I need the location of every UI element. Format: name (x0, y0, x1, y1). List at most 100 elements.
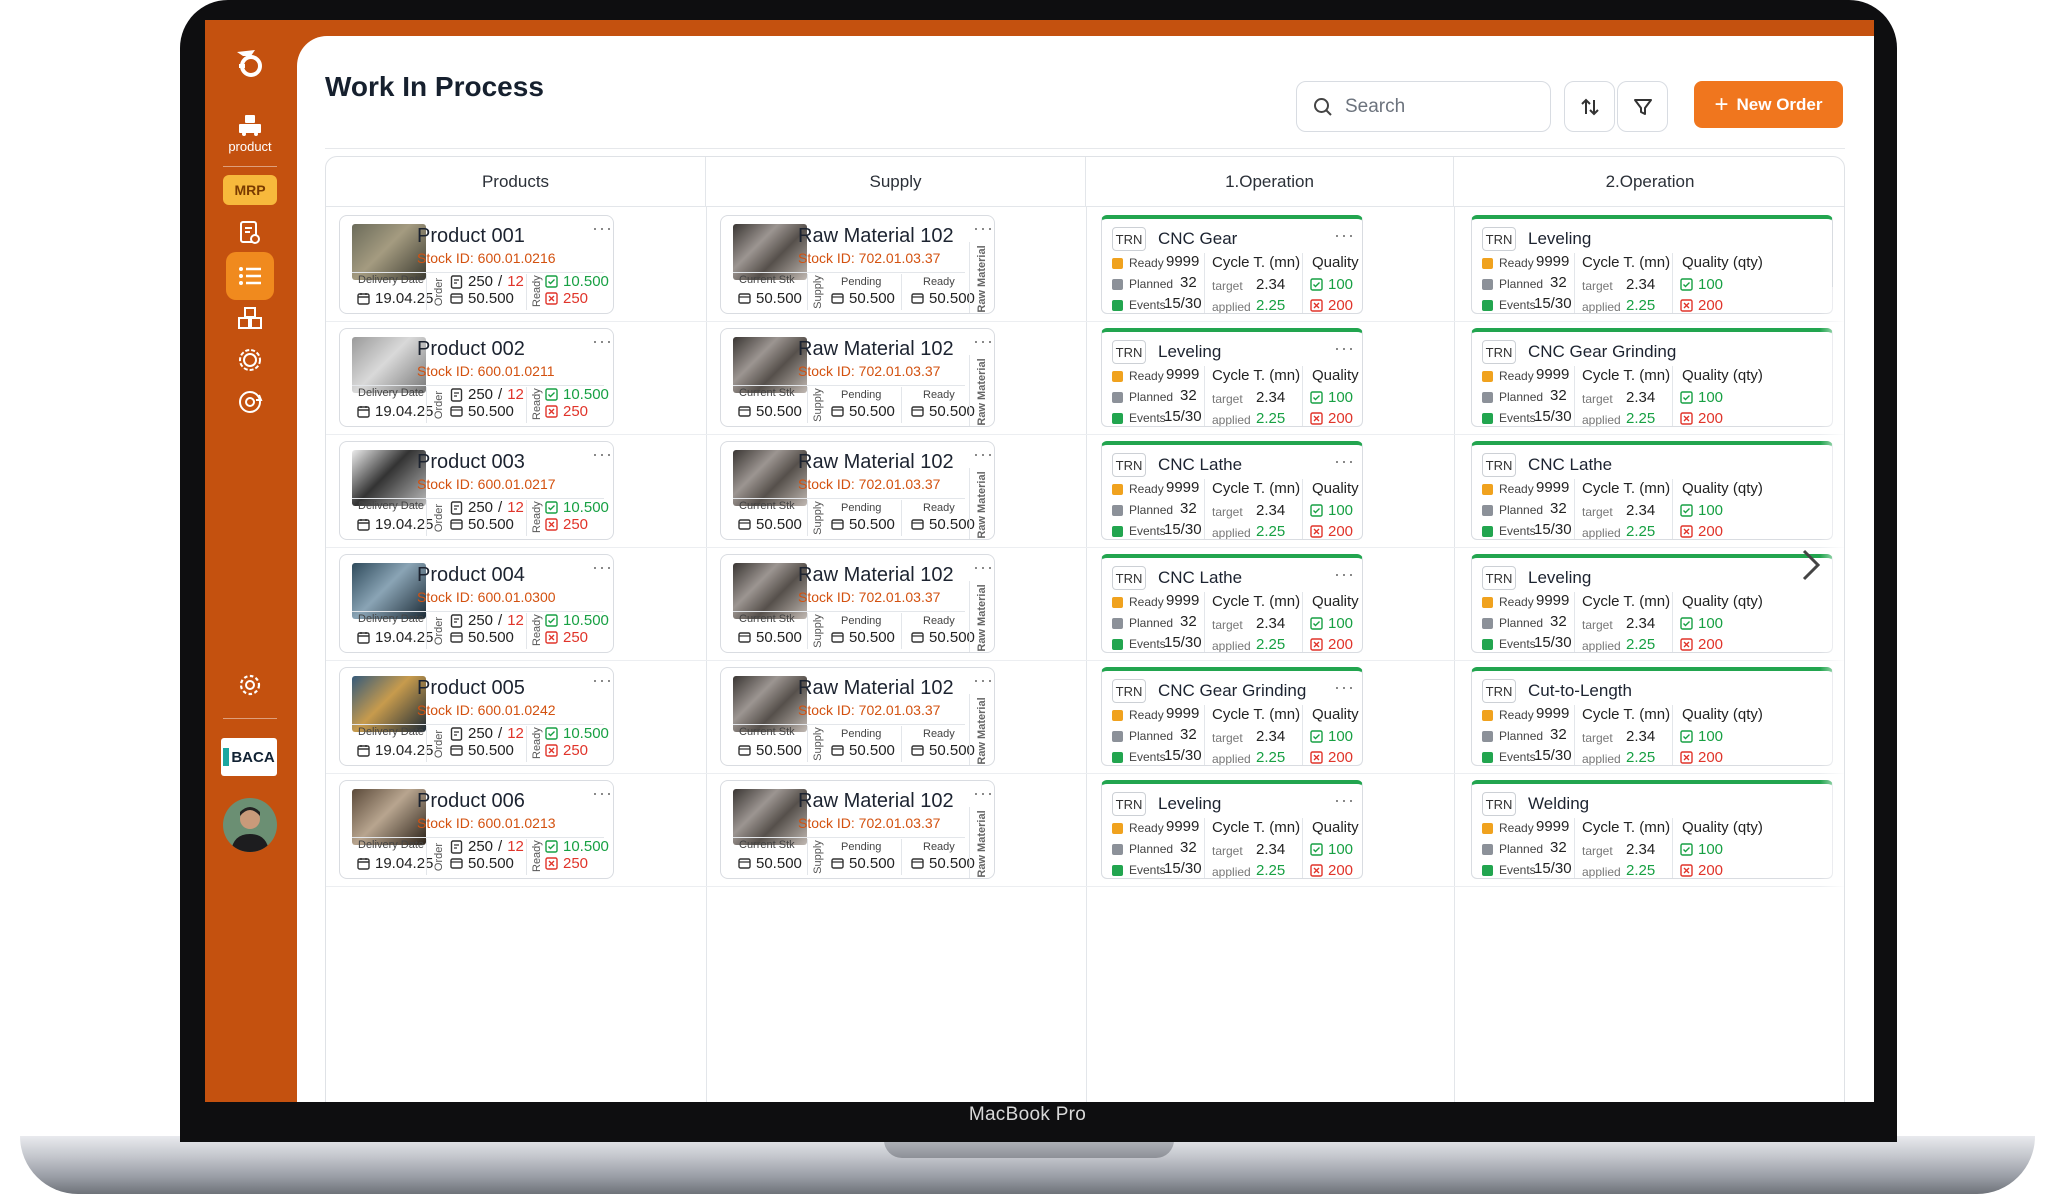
product-card[interactable]: Product 003 Stock ID: 600.01.0217 ··· Deliv… (339, 441, 614, 540)
sidebar-item-quality[interactable] (226, 336, 274, 384)
status-events-icon (1482, 751, 1493, 763)
more-options-icon[interactable]: ··· (973, 444, 994, 464)
sidebar-item-settings[interactable] (226, 661, 274, 709)
target-value: 2.34 (1626, 276, 1656, 293)
check-tray-icon (1310, 504, 1323, 517)
sidebar-item-list[interactable] (226, 252, 274, 300)
settings-icon (239, 674, 261, 696)
order-total: 12 (507, 725, 524, 742)
header-divider (325, 148, 1845, 149)
check-tray-icon (1310, 391, 1323, 404)
applied-label: applied (1582, 300, 1621, 314)
company-logo[interactable]: BACA (221, 738, 277, 776)
product-card[interactable]: Product 001 Stock ID: 600.01.0216 ··· Deliv… (339, 215, 614, 314)
quality-bad-value: 200 (1328, 636, 1354, 653)
operation-card[interactable]: TRNWelding···Ready9999Planned32Events15/… (1471, 780, 1833, 879)
sidebar-item-inventory[interactable] (226, 294, 274, 342)
status-ready-icon (1112, 483, 1123, 495)
more-options-icon[interactable]: ··· (1334, 338, 1355, 358)
supply-card[interactable]: Raw Material 102 Stock ID: 702.01.03.37 ··… (720, 554, 995, 653)
card-divider (352, 385, 604, 386)
new-order-button[interactable]: + New Order (1694, 81, 1843, 128)
status-planned-value: 32 (1180, 726, 1197, 743)
pending-label: Pending (841, 728, 882, 740)
mrp-badge[interactable]: MRP (223, 175, 277, 205)
user-avatar[interactable] (223, 798, 277, 852)
order-slash: / (498, 273, 503, 290)
pending-qty: 50.500 (831, 855, 895, 872)
card-divider (969, 242, 970, 313)
status-events-text: Events (1499, 298, 1536, 312)
search-box[interactable] (1296, 81, 1551, 132)
card-divider (352, 837, 604, 838)
reject-tray-icon (1310, 751, 1323, 764)
more-options-icon[interactable]: ··· (973, 218, 994, 238)
box-icon (911, 745, 924, 756)
more-options-icon[interactable]: ··· (973, 331, 994, 351)
supply-name: Raw Material 102 (798, 564, 954, 586)
more-options-icon[interactable]: ··· (1334, 451, 1355, 471)
more-options-icon[interactable]: ··· (592, 444, 613, 464)
product-card[interactable]: Product 006 Stock ID: 600.01.0213 ··· Deliv… (339, 780, 614, 879)
status-ready-icon (1112, 596, 1123, 608)
supply-card[interactable]: Raw Material 102 Stock ID: 702.01.03.37 ··… (720, 780, 995, 879)
order-qty-value: 50.500 (468, 290, 514, 307)
product-card[interactable]: Product 005 Stock ID: 600.01.0242 ··· Deliv… (339, 667, 614, 766)
status-ready-value: 9999 (1166, 366, 1200, 383)
operation-card[interactable]: TRNCut-to-Length···Ready9999Planned32Eve… (1471, 667, 1833, 766)
delivery-date: 19.04.25 (357, 629, 433, 646)
more-options-icon[interactable]: ··· (592, 557, 613, 577)
sidebar-item-documents[interactable] (226, 209, 274, 257)
current-stk-label: Current Stk (739, 387, 795, 399)
order-total: 12 (507, 499, 524, 516)
quality-header: Quality (qty) (1682, 480, 1763, 497)
box-icon (450, 745, 463, 756)
sidebar-item-sync[interactable] (226, 378, 274, 426)
more-options-icon[interactable]: ··· (592, 783, 613, 803)
card-divider (901, 274, 902, 310)
quality-good: 100 (1310, 502, 1353, 519)
card-divider (807, 839, 808, 875)
more-options-icon[interactable]: ··· (1334, 225, 1355, 245)
operation-card[interactable]: TRNLeveling···Ready9999Planned32Events15… (1471, 554, 1833, 653)
filter-button[interactable] (1617, 81, 1668, 132)
order-qty-value: 50.500 (468, 742, 514, 759)
supply-card[interactable]: Raw Material 102 Stock ID: 702.01.03.37 ··… (720, 667, 995, 766)
status-events-icon (1112, 638, 1123, 650)
card-divider (1574, 818, 1575, 878)
supply-card[interactable]: Raw Material 102 Stock ID: 702.01.03.37 ··… (720, 215, 995, 314)
product-card[interactable]: Product 004 Stock ID: 600.01.0300 ··· Deliv… (339, 554, 614, 653)
product-nav-item[interactable]: product (211, 114, 289, 160)
more-options-icon[interactable]: ··· (973, 670, 994, 690)
product-card[interactable]: Product 002 Stock ID: 600.01.0211 ··· Deliv… (339, 328, 614, 427)
order-slash: / (498, 838, 503, 855)
more-options-icon[interactable]: ··· (592, 331, 613, 351)
supply-card[interactable]: Raw Material 102 Stock ID: 702.01.03.37 ··… (720, 328, 995, 427)
supply-ready-value: 50.500 (929, 742, 975, 759)
box-icon (450, 519, 463, 530)
product-nav-label: product (228, 139, 272, 154)
sort-button[interactable] (1564, 81, 1615, 132)
more-options-icon[interactable]: ··· (1334, 790, 1355, 810)
operation-card[interactable]: TRNLeveling···Ready9999Planned32Events15… (1471, 215, 1833, 314)
more-options-icon[interactable]: ··· (592, 218, 613, 238)
search-input[interactable] (1345, 95, 1535, 118)
order-progress: 250/12 (450, 838, 524, 855)
operation-card[interactable]: TRN CNC Gear ··· Ready 9999 Planned 32 Events 15… (1101, 215, 1363, 314)
more-options-icon[interactable]: ··· (1334, 677, 1355, 697)
pending-value: 50.500 (849, 403, 895, 420)
more-options-icon[interactable]: ··· (973, 783, 994, 803)
next-page-button[interactable] (1800, 547, 1822, 588)
more-options-icon[interactable]: ··· (1334, 564, 1355, 584)
supply-card[interactable]: Raw Material 102 Stock ID: 702.01.03.37 ··… (720, 441, 995, 540)
more-options-icon[interactable]: ··· (973, 557, 994, 577)
status-planned-value: 32 (1180, 387, 1197, 404)
more-options-icon[interactable]: ··· (592, 670, 613, 690)
